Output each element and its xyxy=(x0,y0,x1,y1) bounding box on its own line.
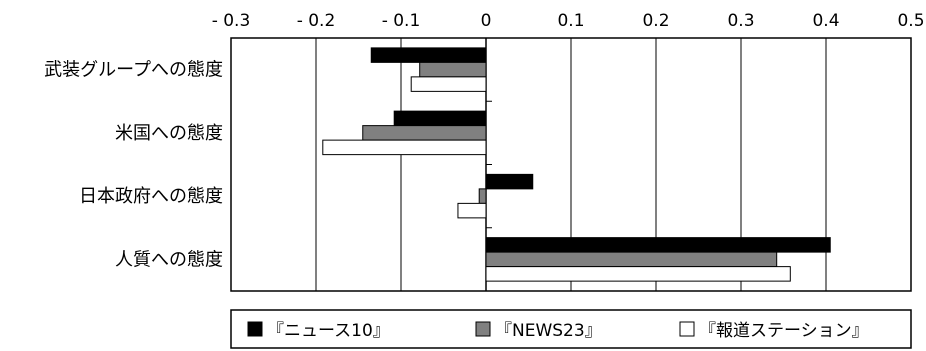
x-tick-label: 0.2 xyxy=(642,11,669,31)
bars xyxy=(322,47,831,282)
x-axis-tick-labels: - 0.3 - 0.2 - 0.1 0 0.1 0.2 0.3 0.4 0.5 xyxy=(212,11,925,31)
category-label: 米国への態度 xyxy=(115,123,223,144)
x-tick-label: 0 xyxy=(481,11,492,31)
legend-swatch xyxy=(679,321,695,337)
legend: 『ニュース10』 『NEWS23』 『報道ステーション』 xyxy=(230,309,912,349)
bar-0-0 xyxy=(370,47,487,63)
category-label: 武装グループへの態度 xyxy=(44,60,223,81)
bar-3-2 xyxy=(485,266,791,282)
x-tick-label: 0.3 xyxy=(727,11,754,31)
bar-0-2 xyxy=(410,76,487,92)
bar-2-2 xyxy=(457,202,487,219)
legend-swatch xyxy=(475,321,491,337)
category-label: 人質への態度 xyxy=(115,249,223,270)
legend-label: 『報道ステーション』 xyxy=(699,321,869,341)
x-tick-label: 0.5 xyxy=(897,11,924,31)
x-tick-label: - 0.2 xyxy=(297,11,336,31)
bar-1-2 xyxy=(322,139,487,156)
bar-1-1 xyxy=(362,125,487,141)
legend-label: 『NEWS23』 xyxy=(495,321,602,341)
bar-0-1 xyxy=(419,61,487,78)
category-label: 日本政府への態度 xyxy=(79,186,223,207)
bar-3-1 xyxy=(485,251,778,268)
plot-area-frame xyxy=(230,37,912,292)
x-tick-label: - 0.1 xyxy=(382,11,421,31)
legend-swatch xyxy=(247,321,263,337)
legend-label: 『ニュース10』 xyxy=(267,321,390,341)
x-tick-label: 0.4 xyxy=(812,11,839,31)
legend-frame xyxy=(230,309,912,349)
bar-3-0 xyxy=(485,237,831,253)
bar-2-0 xyxy=(485,173,534,190)
x-tick-label: 0.1 xyxy=(557,11,584,31)
bar-2-1 xyxy=(478,188,487,204)
x-tick-label: - 0.3 xyxy=(212,11,251,31)
bar-1-0 xyxy=(393,110,487,127)
